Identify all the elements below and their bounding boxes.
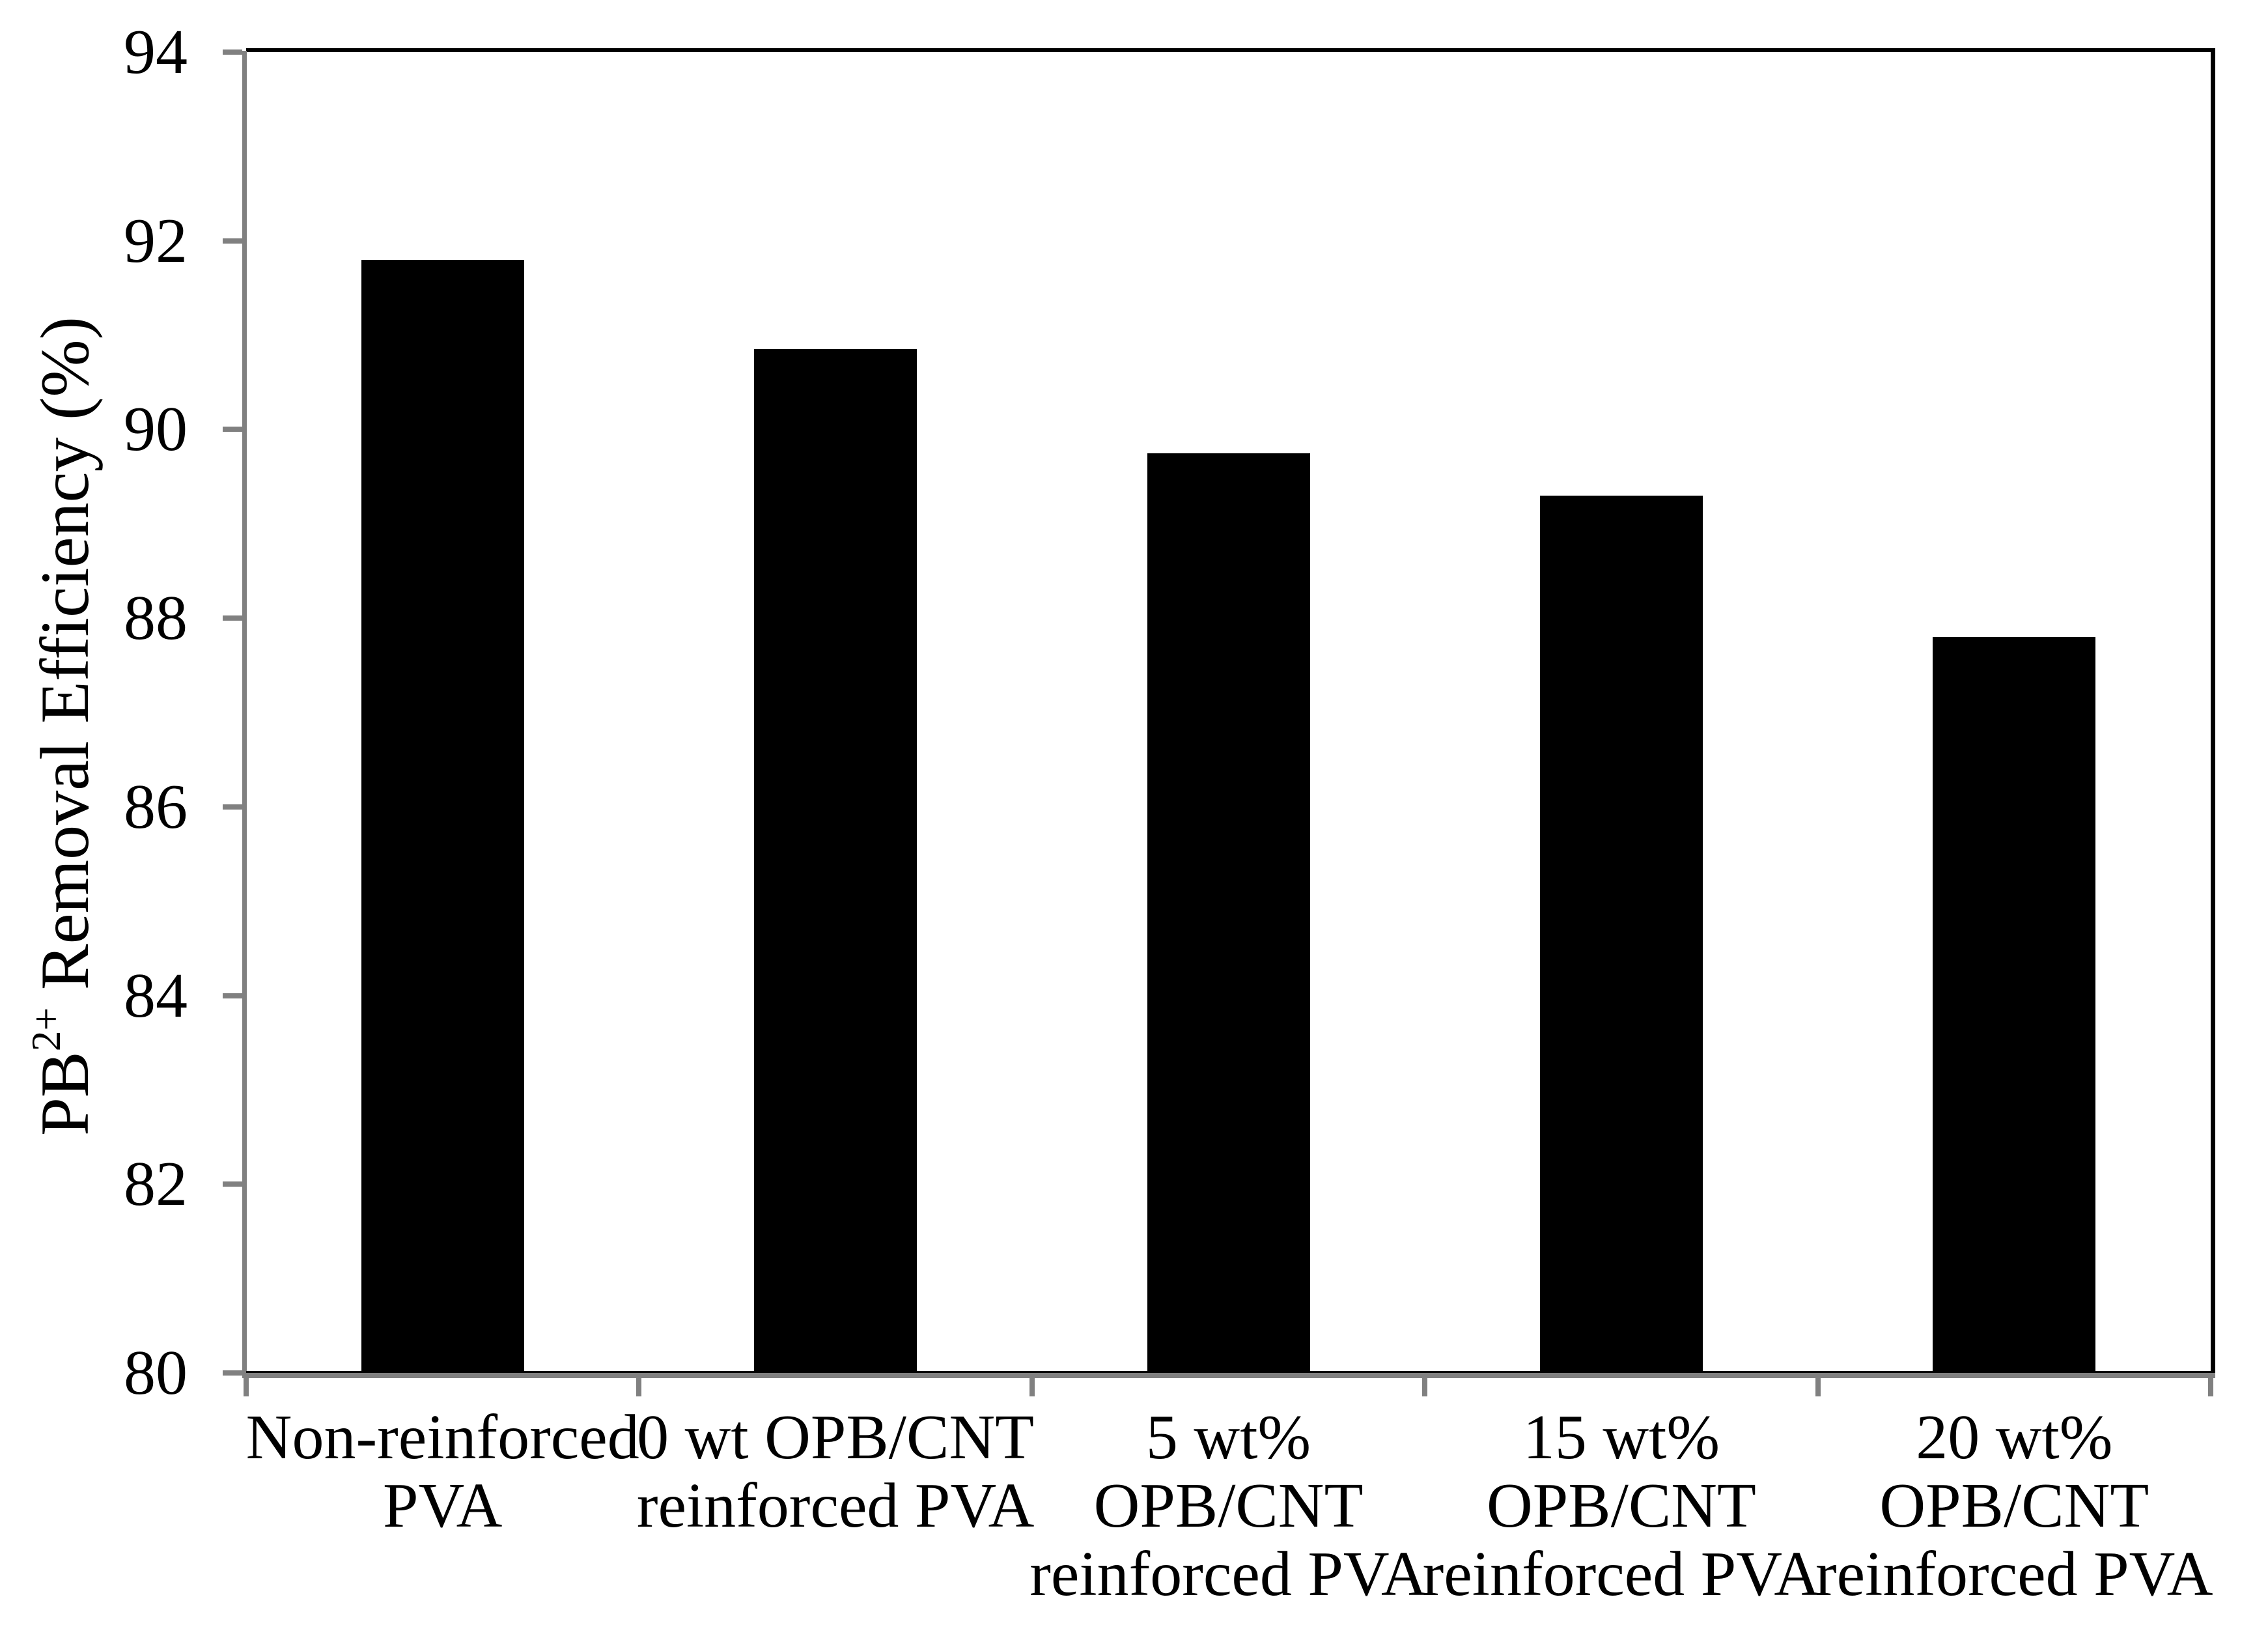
x-axis-tick xyxy=(1815,1378,1821,1396)
bar-3 xyxy=(1147,453,1310,1373)
y-axis-tick-label: 80 xyxy=(124,1338,188,1408)
x-axis-tick xyxy=(2208,1378,2213,1396)
bar-2 xyxy=(754,349,917,1373)
category-label-2: 0 wt OPB/CNT reinforced PVA xyxy=(636,1402,1035,1541)
y-axis-tick-label: 82 xyxy=(124,1149,188,1220)
y-axis-tick-label: 94 xyxy=(124,17,188,87)
x-axis-tick xyxy=(1422,1378,1428,1396)
bar-5 xyxy=(1933,637,2096,1373)
category-label-5: 20 wt% OPB/CNT reinforced PVA xyxy=(1815,1402,2213,1609)
y-axis-tick xyxy=(223,1370,242,1376)
category-label-1: Non-reinforced PVA xyxy=(245,1402,639,1541)
y-axis-tick-label: 84 xyxy=(124,960,188,1031)
y-axis-tick-label: 90 xyxy=(124,394,188,465)
x-axis-tick xyxy=(1029,1378,1035,1396)
x-axis-tick xyxy=(636,1378,642,1396)
y-axis-tick xyxy=(223,49,242,55)
x-axis-line xyxy=(242,1373,2215,1378)
plot-frame-top-border xyxy=(246,48,2215,52)
y-axis-line xyxy=(242,51,247,1378)
y-axis-tick xyxy=(223,238,242,244)
y-axis-tick-label: 88 xyxy=(124,583,188,654)
y-axis-tick xyxy=(223,993,242,998)
y-axis-tick-label: 86 xyxy=(124,771,188,842)
bar-4 xyxy=(1539,495,1703,1373)
category-label-4: 15 wt% OPB/CNT reinforced PVA xyxy=(1422,1402,1821,1609)
y-axis-tick xyxy=(223,1181,242,1187)
bar-1 xyxy=(361,259,524,1373)
x-axis-tick xyxy=(244,1378,249,1396)
y-axis-tick xyxy=(223,427,242,432)
y-axis-tick-label: 92 xyxy=(124,205,188,276)
plot-frame-right-border xyxy=(2211,48,2215,1373)
y-axis-title-base: PB xyxy=(27,1051,103,1136)
plot-area xyxy=(246,52,2211,1373)
category-label-3: 5 wt% OPB/CNT reinforced PVA xyxy=(1029,1402,1427,1609)
y-axis-tick xyxy=(223,804,242,810)
y-axis-tick xyxy=(223,615,242,621)
